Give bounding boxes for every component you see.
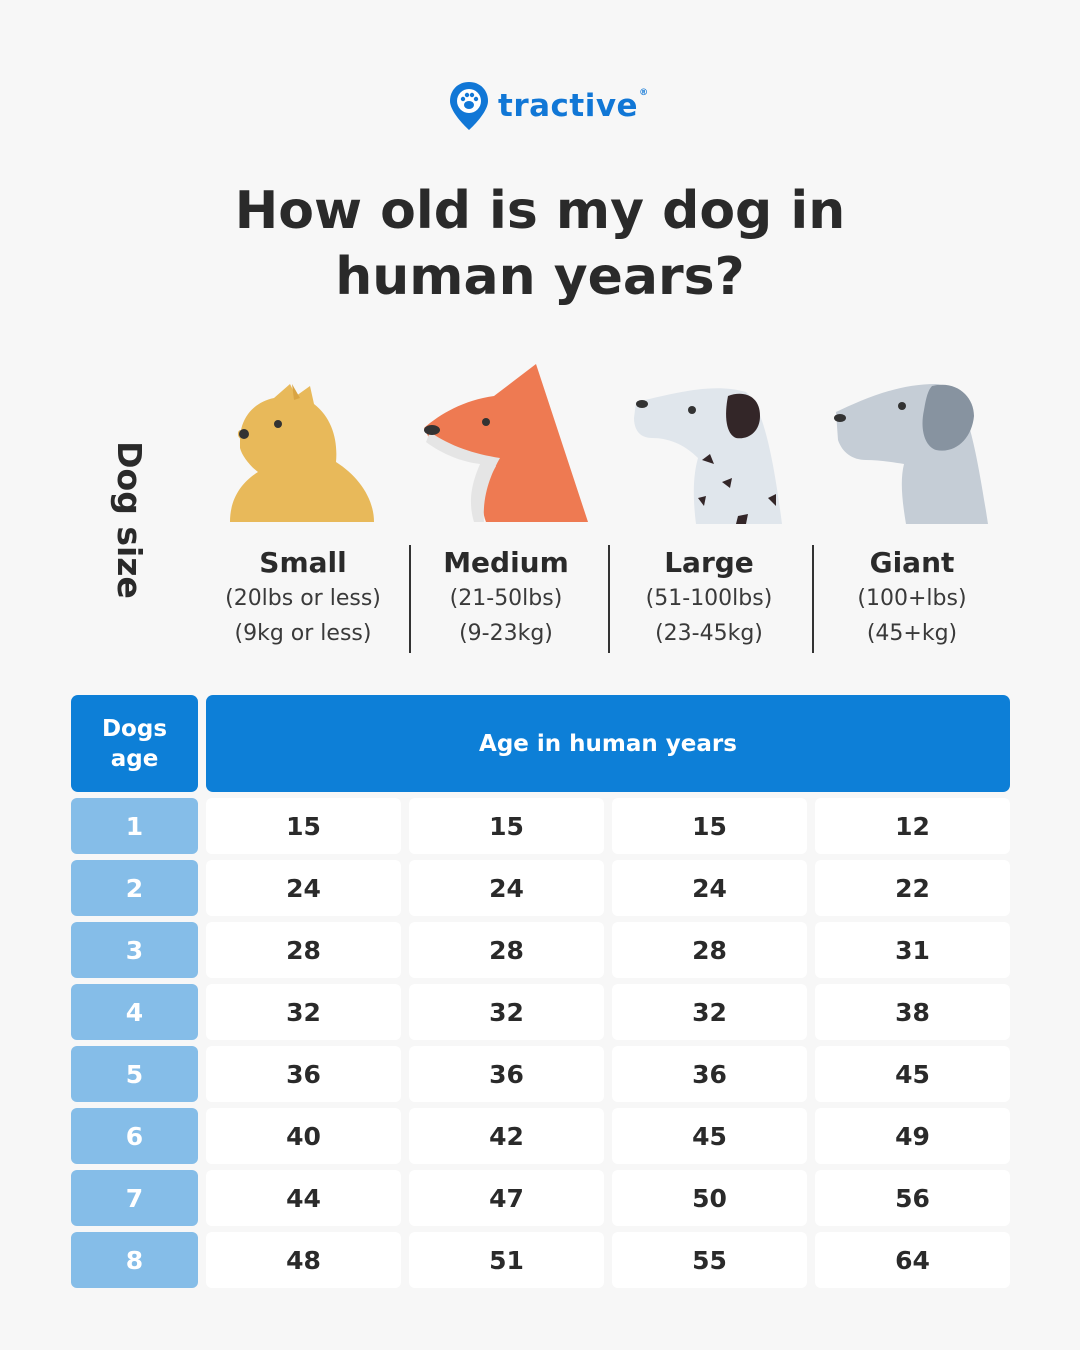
small-value-cell: 36	[206, 1046, 401, 1102]
table-row: 2 24 24 24 22	[71, 860, 1010, 916]
dog-age-cell: 5	[71, 1046, 198, 1102]
medium-value-cell: 36	[409, 1046, 604, 1102]
size-name: Small	[259, 546, 347, 579]
giant-value-cell: 31	[815, 922, 1010, 978]
size-name: Large	[664, 546, 754, 579]
large-dog-icon	[634, 388, 782, 524]
dog-age-cell: 8	[71, 1232, 198, 1288]
dog-age-cell: 3	[71, 922, 198, 978]
paw-pin-icon	[450, 82, 488, 130]
size-weight-kg: (9kg or less)	[234, 621, 372, 646]
table-header-dogs-age: Dogs age	[71, 695, 198, 792]
medium-value-cell: 28	[409, 922, 604, 978]
large-value-cell: 55	[612, 1232, 807, 1288]
size-weight-kg: (9-23kg)	[459, 621, 553, 646]
size-divider	[812, 545, 814, 653]
small-value-cell: 32	[206, 984, 401, 1040]
dog-size-label: Dog size	[110, 441, 150, 599]
medium-dog-icon	[424, 364, 588, 522]
table-row: 1 15 15 15 12	[71, 798, 1010, 854]
giant-value-cell: 64	[815, 1232, 1010, 1288]
size-weight-kg: (23-45kg)	[655, 621, 763, 646]
dog-age-cell: 4	[71, 984, 198, 1040]
size-divider	[608, 545, 610, 653]
size-name: Medium	[443, 546, 569, 579]
table-row: 4 32 32 32 38	[71, 984, 1010, 1040]
large-value-cell: 45	[612, 1108, 807, 1164]
size-column-small: Small (20lbs or less) (9kg or less)	[203, 545, 403, 651]
table-row: 5 36 36 36 45	[71, 1046, 1010, 1102]
small-value-cell: 44	[206, 1170, 401, 1226]
size-column-medium: Medium (21-50lbs) (9-23kg)	[406, 545, 606, 651]
title-line-2: human years?	[335, 247, 745, 307]
giant-value-cell: 22	[815, 860, 1010, 916]
size-weight-lbs: (51-100lbs)	[645, 586, 773, 611]
dog-age-cell: 1	[71, 798, 198, 854]
size-column-giant: Giant (100+lbs) (45+kg)	[812, 545, 1012, 651]
large-value-cell: 28	[612, 922, 807, 978]
brand-logo: tractive®	[448, 80, 649, 132]
small-value-cell: 48	[206, 1232, 401, 1288]
size-weight-lbs: (20lbs or less)	[225, 586, 381, 611]
giant-value-cell: 12	[815, 798, 1010, 854]
medium-value-cell: 47	[409, 1170, 604, 1226]
giant-value-cell: 45	[815, 1046, 1010, 1102]
dog-age-cell: 6	[71, 1108, 198, 1164]
medium-value-cell: 42	[409, 1108, 604, 1164]
small-value-cell: 15	[206, 798, 401, 854]
title-line-1: How old is my dog in	[234, 181, 846, 241]
size-weight-lbs: (21-50lbs)	[449, 586, 563, 611]
large-value-cell: 50	[612, 1170, 807, 1226]
large-value-cell: 32	[612, 984, 807, 1040]
size-name: Giant	[869, 546, 955, 579]
medium-value-cell: 51	[409, 1232, 604, 1288]
table-row: 6 40 42 45 49	[71, 1108, 1010, 1164]
small-value-cell: 28	[206, 922, 401, 978]
table-row: 3 28 28 28 31	[71, 922, 1010, 978]
giant-value-cell: 38	[815, 984, 1010, 1040]
size-weight-lbs: (100+lbs)	[857, 586, 967, 611]
small-value-cell: 40	[206, 1108, 401, 1164]
dog-age-cell: 7	[71, 1170, 198, 1226]
giant-dog-icon	[834, 384, 988, 524]
medium-value-cell: 15	[409, 798, 604, 854]
large-value-cell: 15	[612, 798, 807, 854]
giant-value-cell: 56	[815, 1170, 1010, 1226]
size-column-large: Large (51-100lbs) (23-45kg)	[609, 545, 809, 651]
table-header-human-years: Age in human years	[206, 695, 1010, 792]
table-row: 7 44 47 50 56	[71, 1170, 1010, 1226]
table-row: 8 48 51 55 64	[71, 1232, 1010, 1288]
page-title: How old is my dog in human years?	[0, 178, 1080, 310]
small-dog-icon	[230, 384, 374, 522]
large-value-cell: 24	[612, 860, 807, 916]
size-divider	[409, 545, 411, 653]
medium-value-cell: 32	[409, 984, 604, 1040]
large-value-cell: 36	[612, 1046, 807, 1102]
small-value-cell: 24	[206, 860, 401, 916]
dog-age-cell: 2	[71, 860, 198, 916]
brand-name: tractive®	[498, 88, 649, 124]
size-weight-kg: (45+kg)	[866, 621, 958, 646]
giant-value-cell: 49	[815, 1108, 1010, 1164]
medium-value-cell: 24	[409, 860, 604, 916]
